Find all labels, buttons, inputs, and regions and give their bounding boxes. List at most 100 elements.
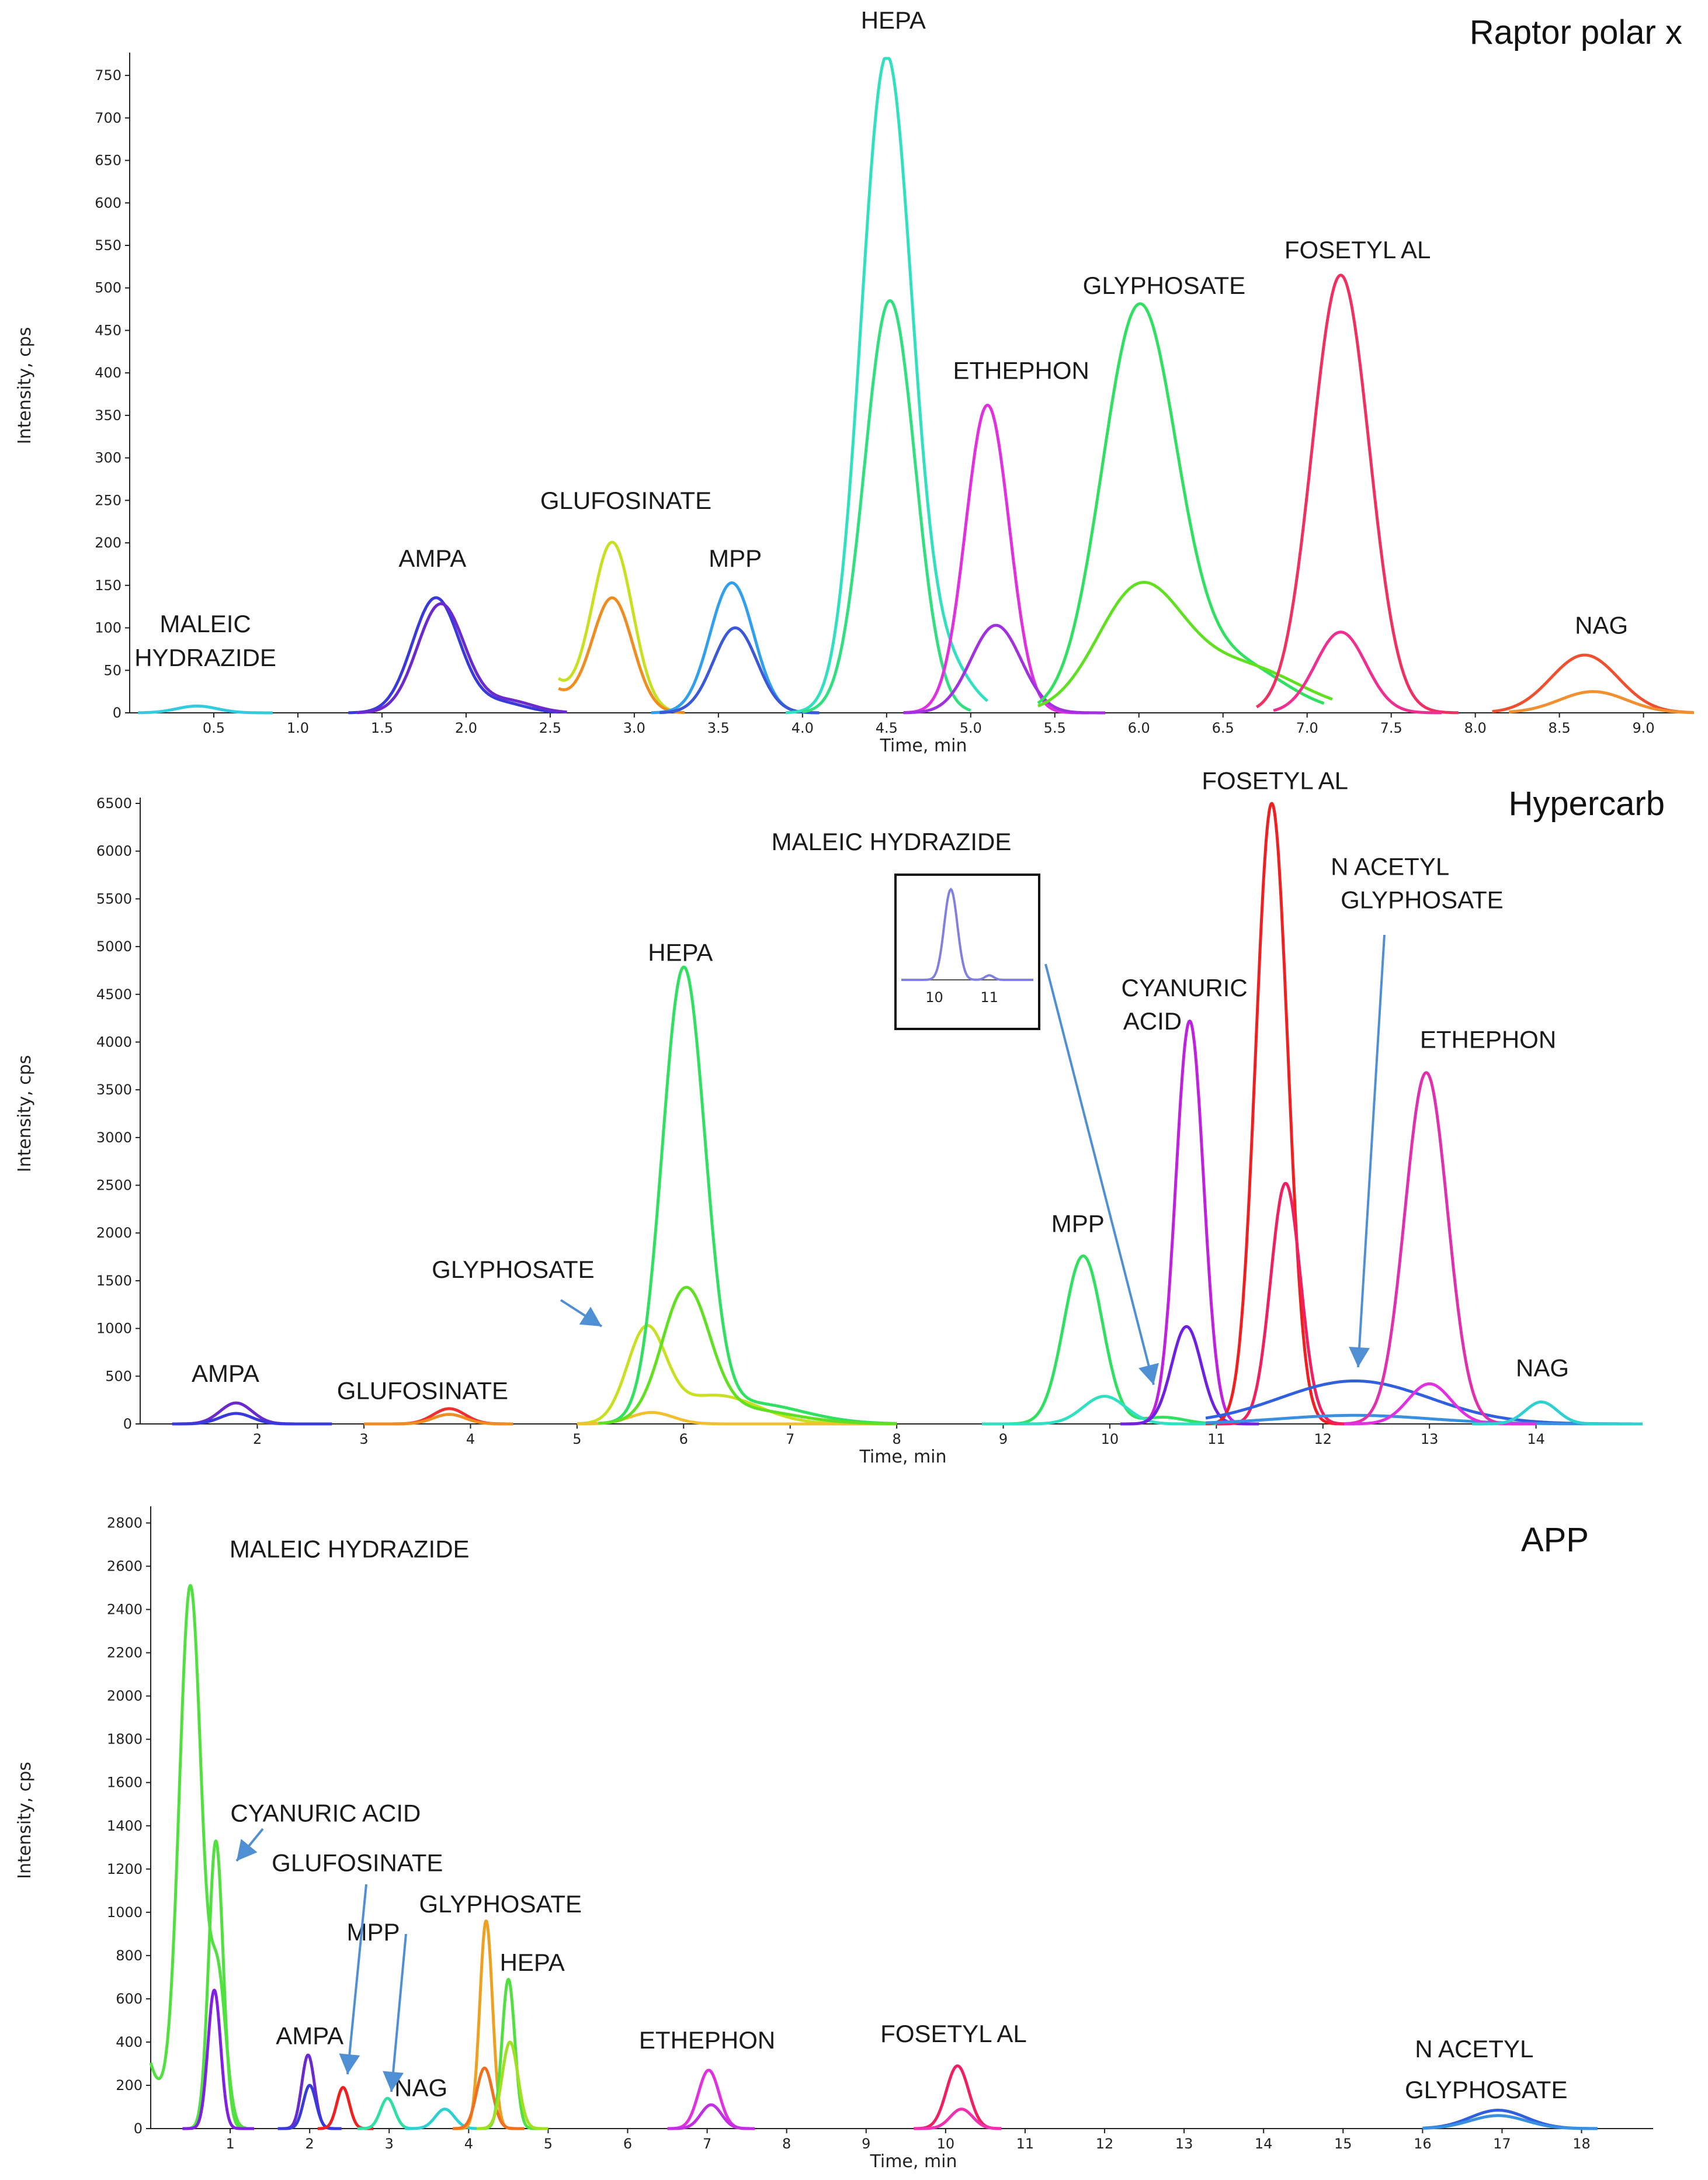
x-tick-label: 13 bbox=[1175, 2136, 1193, 2152]
x-tick-label: 0.5 bbox=[203, 720, 225, 736]
peak-label-acid: ACID bbox=[1123, 1007, 1182, 1035]
x-axis-title: Time, min bbox=[879, 736, 967, 756]
series-line-glyphosate bbox=[1037, 581, 1333, 708]
panel-raptor-polar-x: 0 50 100 150 200 250 300 350 400 450 500 550 600 650 7… bbox=[15, 6, 1695, 756]
peak-label-nag: NAG bbox=[394, 2074, 447, 2101]
series-line-glyphosate bbox=[452, 2066, 526, 2130]
y-tick-label: 600 bbox=[116, 1991, 143, 2007]
y-tick-label: 150 bbox=[95, 577, 121, 594]
y-tick-label: 400 bbox=[95, 365, 121, 381]
peak-label-mpp: MPP bbox=[347, 1918, 400, 1946]
x-tick-label: 5.0 bbox=[960, 720, 982, 736]
y-tick-label: 400 bbox=[116, 2034, 143, 2050]
series-line-fosetyl-al bbox=[1215, 1181, 1356, 1426]
y-tick-label: 50 bbox=[103, 662, 121, 678]
y-tick-label: 500 bbox=[95, 280, 121, 296]
inset-series-line bbox=[901, 887, 1033, 981]
x-tick-label: 3.0 bbox=[623, 720, 645, 736]
x-tick-label: 7.5 bbox=[1380, 720, 1402, 736]
x-tick-label: 7.0 bbox=[1296, 720, 1318, 736]
peak-label-mpp: MPP bbox=[709, 545, 762, 572]
y-tick-label: 450 bbox=[95, 322, 121, 338]
x-tick-label: 9.0 bbox=[1633, 720, 1655, 736]
series-line-glufosinate bbox=[316, 2086, 375, 2130]
x-tick-label: 1.5 bbox=[371, 720, 393, 736]
panel-hypercarb: 0 500 1000 1500 2000 2500 3000 3500 4000 4500 5000… bbox=[15, 767, 1665, 1467]
series-line-ethephon bbox=[902, 404, 1089, 715]
series-line-hepa bbox=[475, 2040, 550, 2130]
peak-label-ethephon: ETHEPHON bbox=[639, 2026, 775, 2054]
y-tick-label: 0 bbox=[123, 1416, 132, 1432]
y-tick-label: 5500 bbox=[96, 890, 132, 907]
series-line-glufosinate bbox=[363, 1413, 514, 1426]
series-line-glufosinate bbox=[557, 596, 686, 714]
y-tick-label: 2500 bbox=[96, 1177, 132, 1194]
panel-title: Hypercarb bbox=[1508, 785, 1665, 823]
peak-label-glufosinate: GLUFOSINATE bbox=[540, 487, 711, 514]
series-line-n-acetyl-glyphosate bbox=[1206, 1413, 1632, 1426]
series-line-glyphosate bbox=[577, 1410, 897, 1426]
peak-label-ampa: AMPA bbox=[192, 1360, 259, 1387]
x-axis-title: Time, min bbox=[869, 2151, 957, 2172]
y-tick-label: 2800 bbox=[107, 1515, 143, 1531]
y-tick-label: 200 bbox=[95, 535, 121, 551]
x-tick-label: 18 bbox=[1572, 2136, 1591, 2152]
y-tick-label: 700 bbox=[95, 110, 121, 126]
x-tick-label: 12 bbox=[1314, 1431, 1332, 1447]
y-tick-label: 2000 bbox=[96, 1225, 132, 1241]
peak-label-glufosinate: GLUFOSINATE bbox=[272, 1849, 443, 1876]
x-tick-label: 4 bbox=[464, 2136, 473, 2152]
peak-label-glyphosate: GLYPHOSATE bbox=[432, 1256, 595, 1283]
series-line-nag bbox=[1471, 1400, 1644, 1426]
x-tick-label: 5 bbox=[544, 2136, 553, 2152]
panel-title: Raptor polar x bbox=[1470, 13, 1682, 51]
inset-x-tick-label: 11 bbox=[980, 989, 998, 1006]
y-tick-label: 0 bbox=[113, 705, 121, 721]
x-tick-label: 8.5 bbox=[1549, 720, 1571, 736]
x-tick-label: 13 bbox=[1421, 1431, 1439, 1447]
x-tick-label: 1 bbox=[225, 2136, 234, 2152]
y-tick-label: 1000 bbox=[96, 1321, 132, 1337]
peak-label-n-acetyl: N ACETYL bbox=[1331, 853, 1449, 881]
peak-label-fosetyl-al: FOSETYL AL bbox=[1285, 236, 1431, 264]
peak-label-nag: NAG bbox=[1575, 612, 1628, 639]
series-line-mpp bbox=[356, 2096, 415, 2130]
y-tick-label: 1000 bbox=[107, 1904, 143, 1921]
y-tick-label: 2600 bbox=[107, 1558, 143, 1575]
x-tick-label: 12 bbox=[1096, 2136, 1114, 2152]
x-tick-label: 10 bbox=[937, 2136, 955, 2152]
y-tick-label: 600 bbox=[95, 195, 121, 211]
series-line-fosetyl-al bbox=[1255, 273, 1459, 715]
y-tick-label: 1800 bbox=[107, 1731, 143, 1748]
panel-title: APP bbox=[1521, 1521, 1589, 1559]
x-tick-label: 6 bbox=[679, 1431, 688, 1447]
y-tick-label: 2400 bbox=[107, 1602, 143, 1618]
x-axis-title: Time, min bbox=[859, 1447, 946, 1467]
annotation-arrows bbox=[235, 934, 1386, 2092]
maleic-hydrazide-arrow-head bbox=[1138, 1363, 1159, 1385]
series-line-fosetyl-al bbox=[912, 2064, 1002, 2130]
y-tick-label: 350 bbox=[95, 407, 121, 424]
series-line-mpp bbox=[650, 581, 820, 715]
x-tick-label: 6.5 bbox=[1212, 720, 1234, 736]
series-line-nag bbox=[1508, 690, 1695, 715]
series-line-maleic-hydrazide bbox=[149, 1584, 248, 2130]
peak-label-glyphosate: GLYPHOSATE bbox=[1083, 272, 1246, 299]
y-tick-label: 200 bbox=[116, 2077, 143, 2094]
y-tick-label: 550 bbox=[95, 237, 121, 254]
peak-label-hepa: HEPA bbox=[861, 6, 926, 34]
x-tick-label: 6 bbox=[623, 2136, 632, 2152]
y-tick-label: 5000 bbox=[96, 938, 132, 955]
x-tick-label: 5 bbox=[572, 1431, 581, 1447]
x-tick-label: 7 bbox=[786, 1431, 794, 1447]
peak-label-n-acetyl: N ACETYL bbox=[1415, 2035, 1533, 2063]
y-tick-label: 1600 bbox=[107, 1775, 143, 1791]
x-tick-label: 9 bbox=[999, 1431, 1008, 1447]
y-tick-label: 800 bbox=[116, 1947, 143, 1964]
series-line-ethephon bbox=[666, 2103, 756, 2130]
peak-label-glyphosate: GLYPHOSATE bbox=[1405, 2076, 1568, 2103]
x-tick-label: 3 bbox=[359, 1431, 368, 1447]
series-line-n-acetyl-glyphosate bbox=[1422, 2114, 1599, 2130]
series-line-mpp bbox=[658, 626, 821, 715]
